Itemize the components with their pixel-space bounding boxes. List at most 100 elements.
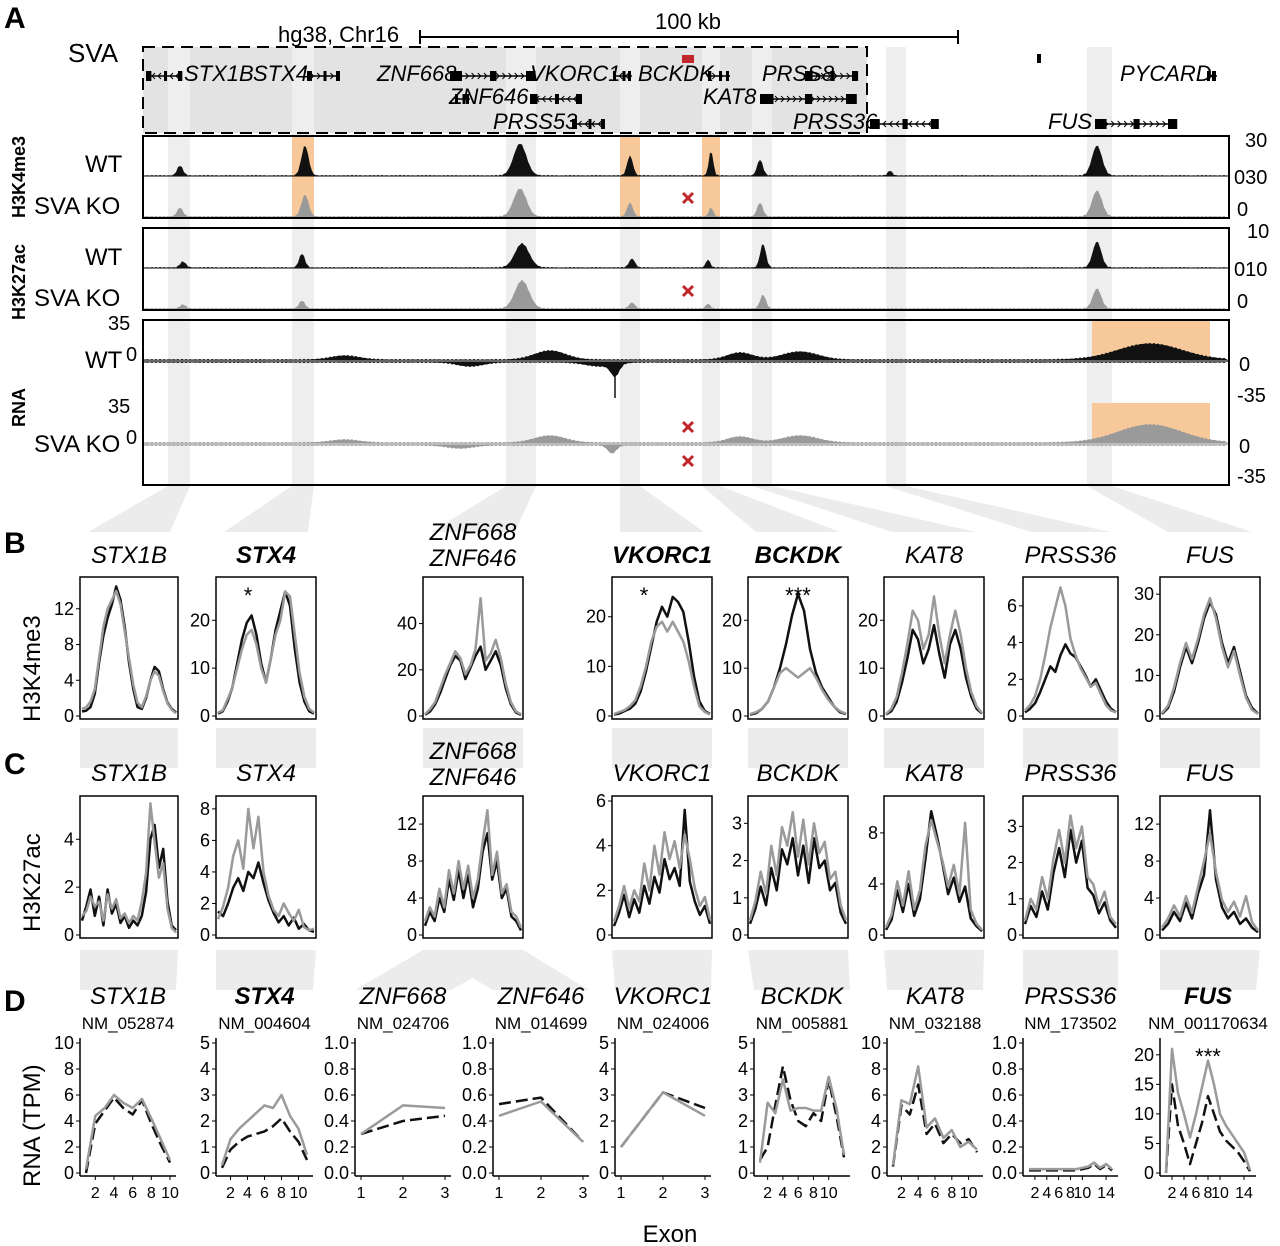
scale-bar-label: 100 kb [655, 9, 721, 34]
gene-strand-arrow-12-11 [1162, 120, 1167, 128]
chart-d-7-xtick-label-4: 10 [1073, 1185, 1091, 1202]
gene-models [146, 71, 1217, 129]
gene-label-vkorc1: VKORC1 [530, 61, 620, 86]
chart-c-4-ytick-label-1: 2 [732, 851, 742, 871]
chart-b-5: KAT8 20 10 0 [858, 542, 985, 726]
chart-c-3-series-wt [612, 808, 712, 927]
chart-b-4-ytick-label-1: 10 [722, 658, 742, 678]
gene-strand-arrow-0-1 [151, 72, 156, 80]
gene-strand-arrow-0-2 [157, 72, 162, 80]
gene-strand-arrow-9-12 [828, 95, 833, 103]
chart-b-5-title-0: KAT8 [905, 542, 964, 569]
chart-d-2-ytick-label-0: 1.0 [324, 1033, 349, 1053]
chart-b-6-series-wt [1024, 643, 1117, 714]
chart-d-4-ytick-label-2: 3 [599, 1085, 609, 1105]
chart-c-2-title-1: ZNF646 [429, 764, 517, 791]
gene-exon-3-2 [628, 71, 631, 81]
rna-wt-plus-signal [143, 342, 1228, 360]
connector-c-d-6 [884, 950, 984, 990]
chart-d-5-ytick-label-2: 3 [738, 1085, 748, 1105]
gene-strand-arrow-11-7 [914, 120, 919, 128]
connector-a-b-3 [620, 486, 704, 532]
chart-b-4-series-ko [749, 666, 847, 716]
gene-exon-5-2 [852, 71, 859, 81]
chart-b-4-frame [747, 576, 849, 720]
gene-exon-2-1 [490, 71, 497, 81]
chart-d-5-accession: NM_005881 [756, 1014, 849, 1033]
chart-d-4-series-ko [620, 1091, 706, 1148]
panel-label-d: D [4, 985, 26, 1018]
panel-label-a: A [4, 2, 26, 35]
chart-b-6-ytick-label-0: 6 [1007, 596, 1017, 616]
chart-c-2-title-0: ZNF668 [429, 738, 517, 765]
chart-b-6-title-0: PRSS36 [1024, 542, 1117, 569]
scale-rna-right-b: -35 [1237, 385, 1266, 407]
chart-d-5-xtick-label-3: 8 [809, 1185, 818, 1202]
gene-strand-arrow-12-4 [1117, 120, 1122, 128]
rna-track-name: RNA [9, 388, 29, 427]
h3k4me3-wt-label: WT [85, 151, 123, 178]
gene-strand-arrow-11-6 [908, 120, 913, 128]
chart-d-1-series-ko [220, 1093, 309, 1166]
chart-d-3-ytick-label-1: 0.8 [462, 1059, 487, 1079]
chart-d-3: ZNF646 NM_014699 1.0 0.8 0.6 0.4 0.2 0.0 1 2 3 [462, 983, 589, 1202]
chart-d-0-xtick-label-0: 2 [91, 1185, 100, 1202]
gene-strand-arrow-3-1 [618, 72, 623, 80]
small-feature-marker [1037, 54, 1041, 63]
chart-b-1: STX4 * 20 10 0 [190, 542, 317, 726]
chart-d-3-title-0: ZNF646 [497, 983, 585, 1010]
gene-exon-7-0 [455, 94, 458, 104]
chart-d-4-ytick-label-3: 2 [599, 1111, 609, 1131]
chart-d-7-xtick-label-0: 2 [1030, 1185, 1039, 1202]
chart-d-5-xtick-label-4: 10 [820, 1185, 838, 1202]
chart-b-2-series-ko [424, 596, 522, 716]
chart-c-5: KAT8 8 4 0 [868, 760, 985, 945]
chart-b-7-ytick-label-2: 10 [1134, 665, 1154, 685]
connector-b-c-4 [748, 728, 848, 768]
rna-wt-label: WT [85, 347, 123, 374]
chart-c-0-ytick-label-1: 2 [64, 877, 74, 897]
chart-c-4-title-0: BCKDK [757, 760, 841, 787]
chart-d-4-ytick-label-1: 4 [599, 1059, 609, 1079]
chart-d-1-title-0: STX4 [234, 983, 294, 1010]
chart-b-1-ytick-label-1: 10 [190, 658, 210, 678]
connector-c-d-1 [216, 950, 316, 990]
gene-exon-3-1 [622, 71, 626, 81]
connector-a-b-5 [752, 486, 976, 532]
chart-d-6-series-ko [891, 1065, 978, 1166]
connector-b-c-5 [884, 728, 984, 768]
chart-c-2-ytick-label-0: 12 [397, 814, 417, 834]
gene-strand-arrow-9-10 [816, 95, 821, 103]
gene-exon-1-2 [336, 71, 340, 81]
chart-d-7-xtick-label-2: 6 [1054, 1185, 1063, 1202]
chart-d-4-xtick-label-0: 1 [617, 1185, 626, 1202]
chart-c-6-ytick-label-1: 2 [1007, 853, 1017, 873]
h3k4me3-wt-signal [143, 143, 1228, 176]
assembly-label: hg38, Chr16 [278, 22, 399, 47]
scale-rna-right-d: -35 [1237, 466, 1266, 488]
sva-deletion-marker [682, 55, 694, 63]
chart-c-6-ytick-label-0: 3 [1007, 816, 1017, 836]
gene-exon-5-0 [805, 71, 813, 81]
deleted-marker-h3k27ac-b [681, 284, 695, 298]
gene-strand-arrow-8-2 [541, 95, 546, 103]
gene-strand-arrow-8-7 [573, 95, 578, 103]
chart-d-0-xtick-label-3: 8 [147, 1185, 156, 1202]
h3k27ac-wt-label: WT [85, 244, 123, 271]
chart-d-4-xtick-label-1: 2 [659, 1185, 668, 1202]
chart-d-7-bg [1023, 1038, 1118, 1176]
chart-d-8-xtick-label-3: 8 [1204, 1185, 1213, 1202]
chart-d-8-ytick-label-0: 20 [1134, 1045, 1154, 1065]
chart-d-5-xtick-label-1: 4 [778, 1185, 787, 1202]
chart-d-2-ytick-label-4: 0.2 [324, 1137, 349, 1157]
chart-c-6-series-wt [1023, 828, 1117, 929]
scale-rna-ko-zero: 0 [126, 427, 137, 449]
gene-exon-1-1 [323, 71, 327, 81]
chart-b-6-ytick-label-3: 0 [1007, 706, 1017, 726]
chart-b-0-ytick-label-2: 4 [64, 670, 74, 690]
gene-exon-0-2 [178, 71, 183, 81]
deleted-marker-rna-plus [681, 420, 695, 434]
chart-d-6-title-0: KAT8 [906, 983, 965, 1010]
